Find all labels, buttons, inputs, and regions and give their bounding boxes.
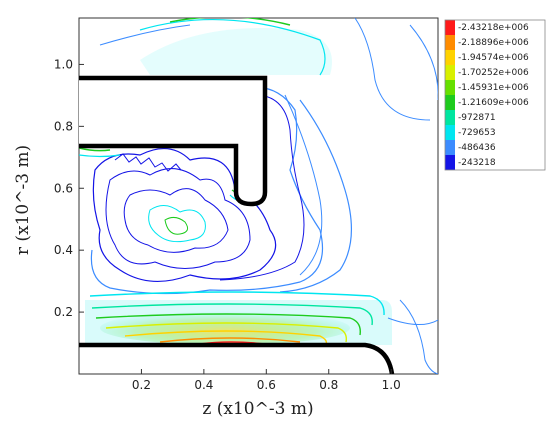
contour-top-green bbox=[169, 18, 291, 26]
contour-jet-yellow bbox=[124, 330, 328, 345]
legend-label: -1.21609e+006 bbox=[458, 98, 529, 108]
legend-swatch bbox=[445, 95, 455, 110]
x-tick-label: 0.6 bbox=[257, 378, 276, 392]
legend-swatch bbox=[445, 50, 455, 65]
cavity-contour-5 bbox=[164, 216, 189, 235]
contour-top-blue bbox=[99, 24, 191, 46]
electrode-geometry bbox=[79, 75, 395, 374]
hotspot-region bbox=[100, 311, 350, 345]
fill-region-top bbox=[140, 28, 332, 75]
cavity-contour-1 bbox=[92, 148, 277, 283]
contour-inlet-cyan bbox=[79, 154, 121, 158]
contour-jet-lime bbox=[105, 322, 348, 343]
cavity-outer-1 bbox=[90, 86, 324, 295]
y-axis-title: r (x10^-3 m) bbox=[13, 145, 33, 255]
x-tick-label: 1.0 bbox=[382, 378, 401, 392]
contour-jet-teal bbox=[91, 303, 373, 326]
legend-label: -1.94574e+006 bbox=[458, 53, 529, 63]
lower-electrode-outline bbox=[79, 342, 395, 374]
contour-jet-cyan-1 bbox=[89, 291, 385, 316]
contour-right-3 bbox=[279, 99, 352, 293]
contour-top-cyan bbox=[139, 18, 326, 76]
legend-swatch bbox=[445, 80, 455, 95]
cavity-contour-4 bbox=[148, 205, 206, 243]
legend-label: -243218 bbox=[458, 158, 496, 168]
contour-right-2 bbox=[409, 24, 438, 100]
contour-right-5 bbox=[399, 299, 438, 374]
legend-label: -972871 bbox=[458, 113, 496, 123]
legend-label: -2.43218e+006 bbox=[458, 23, 529, 33]
legend-swatch bbox=[445, 110, 455, 125]
y-tick-label: 0.8 bbox=[54, 119, 73, 133]
legend: -2.43218e+006 -2.18896e+006 -1.94574e+006 -… bbox=[444, 19, 546, 171]
contour-right-4 bbox=[284, 94, 323, 276]
cavity-contour-3 bbox=[123, 188, 229, 253]
x-tick-label: 0.2 bbox=[132, 378, 151, 392]
legend-swatch bbox=[445, 125, 455, 140]
legend-swatch bbox=[445, 20, 455, 35]
y-tick-label: 0.2 bbox=[54, 305, 73, 319]
legend-swatch bbox=[445, 155, 455, 170]
cavity-contour-2 bbox=[105, 168, 251, 269]
y-tick-label: 0.6 bbox=[54, 181, 73, 195]
cavity-wiggle-1 bbox=[114, 153, 182, 172]
legend-swatch bbox=[445, 65, 455, 80]
legend-label: -1.45931e+006 bbox=[458, 83, 529, 93]
legend-label: -729653 bbox=[458, 128, 496, 138]
legend-swatch bbox=[445, 140, 455, 155]
y-tick-label: 1.0 bbox=[54, 57, 73, 71]
x-tick-label: 0.4 bbox=[194, 378, 213, 392]
cavity-outer-2 bbox=[219, 94, 305, 281]
y-tick-label: 0.4 bbox=[54, 243, 73, 257]
x-tick-label: 0.8 bbox=[319, 378, 338, 392]
legend-frame bbox=[444, 19, 546, 171]
y-axis: 0.2 0.4 0.6 0.8 1.0 bbox=[54, 57, 84, 319]
contour-field bbox=[79, 18, 438, 374]
x-axis: 0.2 0.4 0.6 0.8 1.0 bbox=[132, 369, 401, 392]
legend-swatch bbox=[445, 35, 455, 50]
x-axis-title: z (x10^-3 m) bbox=[202, 399, 313, 419]
legend-label: -1.70252e+006 bbox=[458, 68, 529, 78]
contour-jet-green bbox=[95, 313, 361, 336]
contour-right-6 bbox=[387, 317, 438, 325]
legend-label: -486436 bbox=[458, 143, 496, 153]
contour-right-1 bbox=[354, 18, 431, 121]
contour-inlet-green bbox=[79, 147, 111, 152]
upper-electrode-outline bbox=[79, 75, 268, 207]
legend-label: -2.18896e+006 bbox=[458, 38, 529, 48]
contour-jet-orange bbox=[159, 337, 301, 343]
